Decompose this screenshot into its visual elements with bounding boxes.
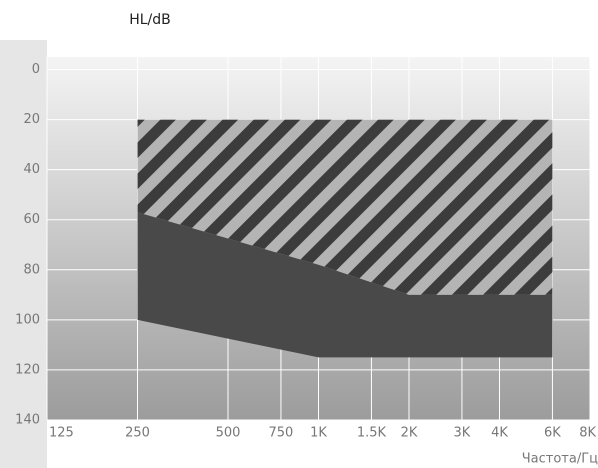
x-tick-label: 3K <box>454 426 471 441</box>
y-tick-label: 40 <box>23 162 40 177</box>
x-tick-label: 1.5K <box>357 426 387 441</box>
y-axis-title: HL/dB <box>129 12 171 28</box>
x-tick-label: 250 <box>125 426 150 441</box>
x-tick-label: 8K <box>579 426 596 441</box>
y-tick-label: 0 <box>32 62 40 77</box>
x-tick-label: 4K <box>491 426 508 441</box>
x-tick-label: 2K <box>401 426 418 441</box>
y-tick-label: 100 <box>15 312 40 327</box>
y-tick-label: 60 <box>23 212 40 227</box>
y-tick-label: 120 <box>15 362 40 377</box>
y-tick-label: 20 <box>23 112 40 127</box>
y-tick-label: 140 <box>15 413 40 428</box>
x-axis-title: Частота/Гц <box>522 452 598 467</box>
side-panel <box>0 40 47 468</box>
x-tick-label: 6K <box>544 426 561 441</box>
band <box>137 119 553 295</box>
y-tick-label: 80 <box>23 262 40 277</box>
x-tick-label: 1K <box>310 426 327 441</box>
x-tick-label: 125 <box>49 426 74 441</box>
x-tick-label: 750 <box>269 426 294 441</box>
band <box>137 212 553 358</box>
x-tick-label: 500 <box>216 426 241 441</box>
